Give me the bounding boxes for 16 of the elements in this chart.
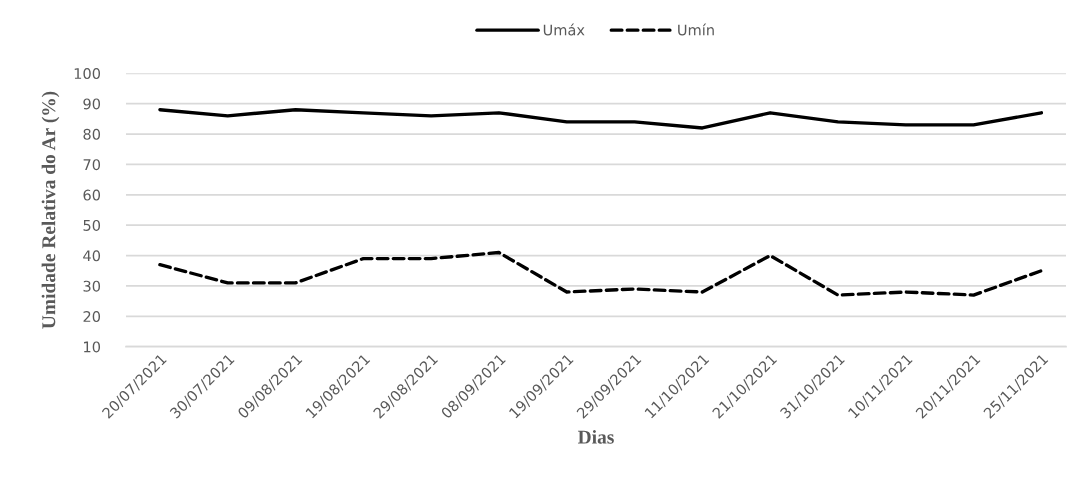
x-axis-title: Dias [577, 430, 614, 444]
y-tick-label: 40 [83, 250, 101, 262]
y-tick-label: 80 [83, 128, 101, 140]
y-tick-label: 50 [83, 219, 101, 231]
y-tick-label: 70 [83, 159, 101, 171]
y-tick-label: 10 [84, 341, 101, 353]
legend-label: Umáx [543, 23, 585, 36]
y-tick-label: 60 [83, 189, 101, 201]
line-series [158, 250, 1044, 297]
y-tick-label: 30 [83, 280, 101, 292]
y-tick-label: 100 [74, 68, 101, 80]
legend-label: Umín [678, 23, 714, 36]
y-tick-label: 90 [83, 98, 101, 110]
line-series [158, 108, 1044, 130]
y-tick-label: 20 [83, 311, 101, 323]
y-axis-title: Umidade Relativa do Ar (%) [41, 91, 60, 329]
